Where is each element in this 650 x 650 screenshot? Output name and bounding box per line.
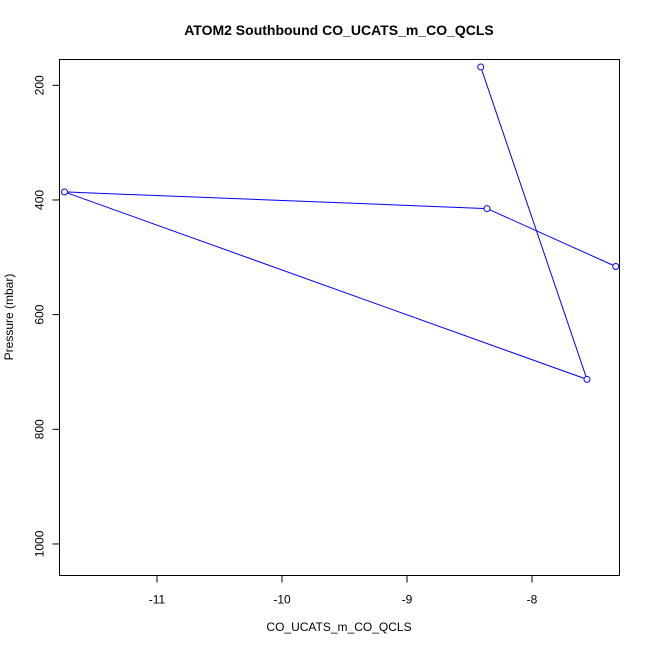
series-line-segment [481,69,587,377]
series-line-segment [489,209,614,266]
y-tick-label: 200 [33,75,47,95]
y-tick-label: 800 [33,419,47,439]
y-axis-label: Pressure (mbar) [2,274,16,361]
chart-title: ATOM2 Southbound CO_UCATS_m_CO_QCLS [184,22,494,38]
data-point [583,375,591,383]
y-tick-label: 1000 [33,530,47,557]
y-tick-label: 600 [33,304,47,324]
data-point [612,262,620,270]
x-tick-label: -9 [402,593,413,607]
x-tick-label: -8 [527,593,538,607]
y-tick-label: 400 [33,190,47,210]
data-point [483,205,491,213]
series-line-segment [67,192,585,379]
data-point [61,188,68,196]
series-line-segment [67,191,485,209]
x-axis-label: CO_UCATS_m_CO_QCLS [266,620,411,634]
x-axis: -11 -10 -9 -8 [149,575,538,607]
data-point [477,63,485,71]
x-tick-label: -10 [273,593,291,607]
series-layer [61,63,620,383]
plot-frame [59,59,620,576]
y-axis: 200 400 600 800 1000 [33,75,60,557]
x-tick-label: -11 [149,593,166,607]
